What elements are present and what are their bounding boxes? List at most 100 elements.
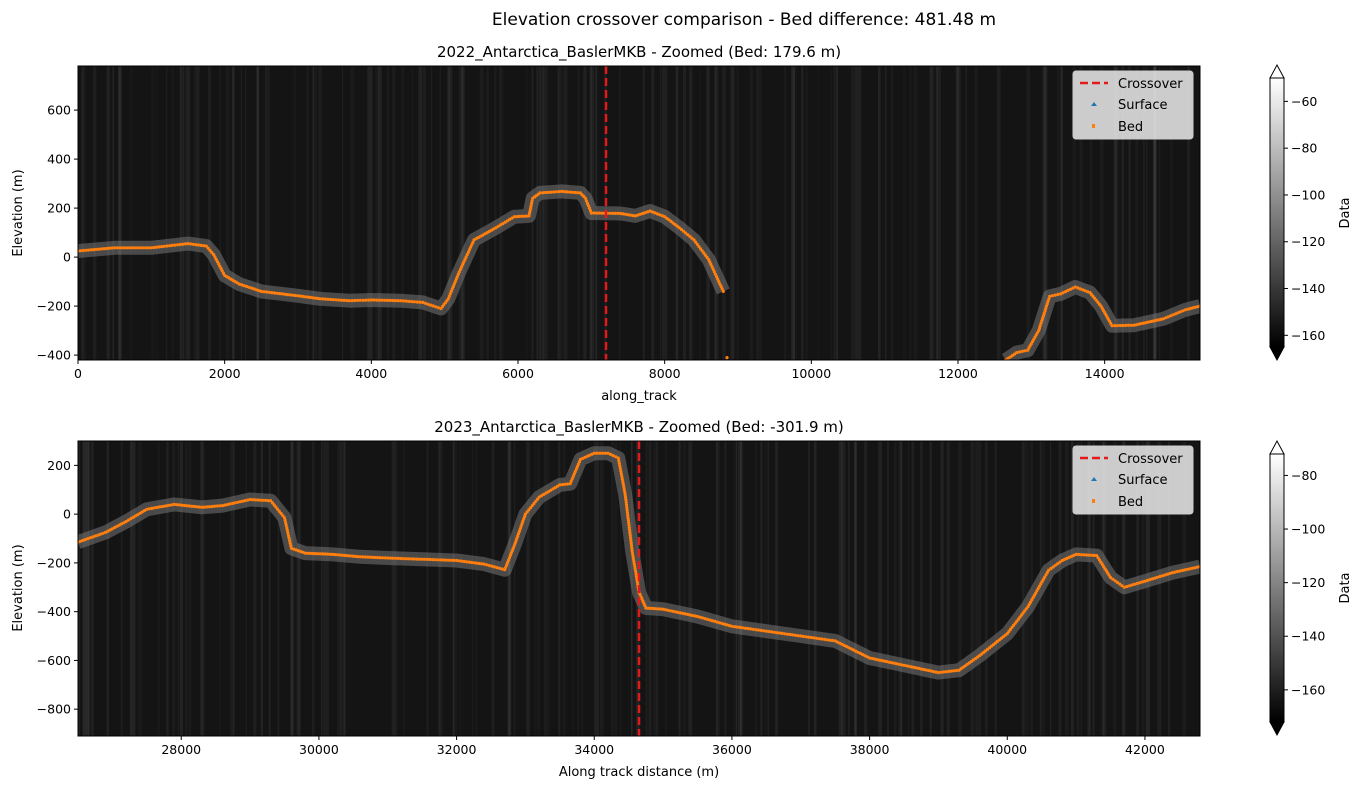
- bed-point: [462, 559, 466, 564]
- texture-streak: [177, 441, 180, 736]
- texture-streak: [600, 441, 604, 736]
- bed-point: [1149, 319, 1153, 324]
- bed-point: [568, 190, 572, 194]
- texture-streak: [848, 441, 850, 736]
- bed-point: [522, 517, 526, 521]
- texture-streak: [909, 66, 912, 360]
- bed-point: [1079, 553, 1083, 557]
- colorbar: −160 −140 −120 −100 −80 Data: [1269, 439, 1353, 737]
- bed-point: [791, 633, 795, 637]
- bed-point: [510, 549, 514, 553]
- bed-point: [574, 467, 579, 471]
- bed-point: [643, 211, 647, 215]
- bed-point: [632, 559, 636, 563]
- colorbar: −160 −140 −120 −100 −80 −60 Data: [1269, 63, 1353, 362]
- colorbar-tick-label: −80: [1291, 141, 1317, 156]
- texture-streak: [1042, 441, 1045, 736]
- bed-point: [1040, 319, 1044, 323]
- bed-point: [301, 294, 305, 299]
- colorbar-tick-label: −100: [1291, 522, 1325, 537]
- bed-point: [703, 617, 707, 621]
- bed-point: [364, 298, 368, 302]
- bed-point: [785, 632, 790, 636]
- texture-streak: [878, 66, 881, 360]
- bed-point: [326, 552, 330, 556]
- colorbar-gradient: [1269, 453, 1285, 723]
- bed-point: [1155, 575, 1159, 579]
- bed-point: [240, 283, 244, 287]
- texture-streak: [859, 66, 863, 360]
- bed-point: [1124, 323, 1128, 327]
- bed-point: [377, 298, 381, 302]
- y-tick-label: −600: [37, 653, 71, 668]
- bed-point: [237, 282, 241, 286]
- legend-box: [1072, 445, 1194, 515]
- texture-streak: [965, 66, 967, 360]
- bed-point: [892, 661, 896, 665]
- bed-point: [196, 243, 201, 247]
- bed-point: [628, 528, 632, 532]
- bed-point: [631, 554, 635, 558]
- texture-streak: [196, 66, 200, 360]
- bed-point: [1046, 299, 1050, 303]
- texture-streak: [1157, 441, 1162, 736]
- colorbar-top-extension: [1269, 63, 1285, 79]
- bed-point: [1148, 578, 1152, 582]
- bed-point: [348, 554, 352, 558]
- bed-point: [428, 557, 432, 562]
- texture-streak: [1144, 441, 1147, 736]
- texture-streak: [240, 66, 243, 360]
- bed-point: [1037, 326, 1042, 330]
- texture-streak: [611, 441, 614, 736]
- bed-point: [688, 234, 692, 238]
- bed-point: [316, 552, 320, 556]
- bed-point: [718, 282, 722, 286]
- texture-streak: [937, 66, 941, 360]
- bed-point: [902, 663, 906, 667]
- colorbar-tick-label: −120: [1291, 234, 1325, 249]
- texture-streak: [1121, 66, 1124, 360]
- bed-point: [673, 610, 678, 614]
- texture-streak: [245, 441, 247, 736]
- bed-point: [323, 552, 327, 556]
- bed-point: [215, 504, 219, 508]
- bed-point: [617, 459, 621, 463]
- bed-point: [666, 608, 670, 612]
- bed-point: [517, 214, 521, 218]
- bed-point: [78, 539, 83, 543]
- bed-point: [495, 566, 499, 570]
- bed-point: [1111, 577, 1115, 581]
- bed-point: [812, 636, 816, 640]
- bed-point: [326, 297, 330, 301]
- texture-streak: [256, 66, 259, 360]
- bed-point: [1023, 349, 1027, 353]
- bed-point: [543, 190, 548, 195]
- bed-point: [200, 505, 204, 509]
- texture-streak: [558, 66, 563, 360]
- texture-streak: [593, 441, 596, 736]
- texture-streak: [581, 441, 584, 736]
- texture-streak: [452, 441, 455, 736]
- bed-point: [1134, 323, 1138, 327]
- bed-point: [677, 226, 681, 230]
- texture-streak: [230, 441, 232, 736]
- bed-point: [175, 503, 179, 507]
- bed-point: [546, 490, 551, 494]
- bed-point: [428, 303, 433, 307]
- texture-streak: [775, 441, 779, 736]
- bed-point: [516, 532, 521, 536]
- bed-point: [1056, 292, 1060, 297]
- bed-point: [448, 292, 452, 296]
- bed-point: [1145, 578, 1149, 583]
- texture-streak: [784, 66, 786, 360]
- bed-point: [907, 664, 911, 668]
- bed-point: [1120, 584, 1124, 588]
- texture-streak: [1112, 441, 1117, 736]
- bed-point: [597, 211, 601, 215]
- bed-point: [919, 667, 923, 671]
- bed-point: [922, 667, 926, 672]
- texture-streak: [499, 66, 502, 360]
- bed-point: [253, 498, 257, 502]
- texture-streak: [619, 441, 622, 736]
- bed-point: [1156, 318, 1160, 322]
